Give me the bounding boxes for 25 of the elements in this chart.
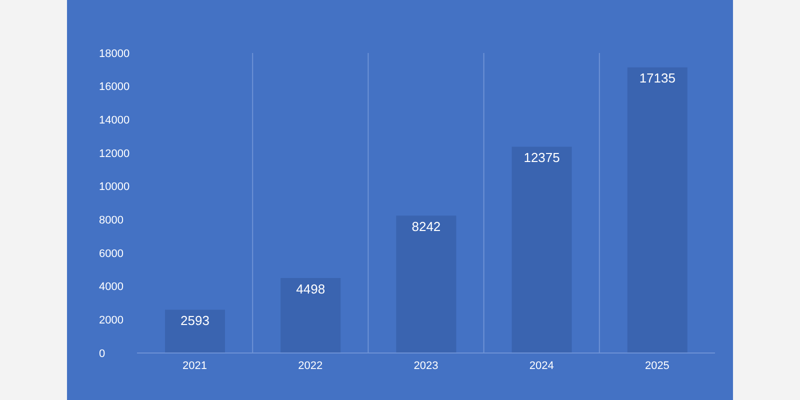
bar (627, 67, 688, 353)
y-tick-label: 6000 (99, 248, 124, 260)
y-tick-label: 14000 (99, 114, 130, 127)
x-tick-label: 2023 (414, 360, 438, 372)
data-label: 4498 (296, 281, 326, 296)
x-tick-label: 2021 (182, 360, 208, 372)
bar (280, 278, 341, 353)
data-label: 17135 (639, 70, 676, 86)
data-label: 2593 (180, 313, 210, 328)
bar (396, 216, 456, 353)
x-tick-label: 2025 (644, 360, 670, 372)
data-label: 12375 (524, 150, 560, 165)
data-label: 8242 (412, 218, 441, 234)
bar (512, 146, 572, 353)
y-tick-label: 4000 (99, 281, 124, 294)
x-tick-label: 2024 (529, 360, 554, 372)
y-tick-label: 16000 (99, 81, 130, 94)
x-tick-label: 2022 (298, 360, 323, 372)
y-tick-label: 12000 (99, 148, 130, 160)
bar (165, 310, 225, 353)
y-tick-label: 2000 (99, 314, 124, 327)
y-tick-label: 8000 (99, 214, 124, 227)
y-tick-label: 0 (99, 348, 106, 360)
y-tick-label: 10000 (99, 181, 130, 194)
y-tick-label: 18000 (99, 48, 130, 60)
